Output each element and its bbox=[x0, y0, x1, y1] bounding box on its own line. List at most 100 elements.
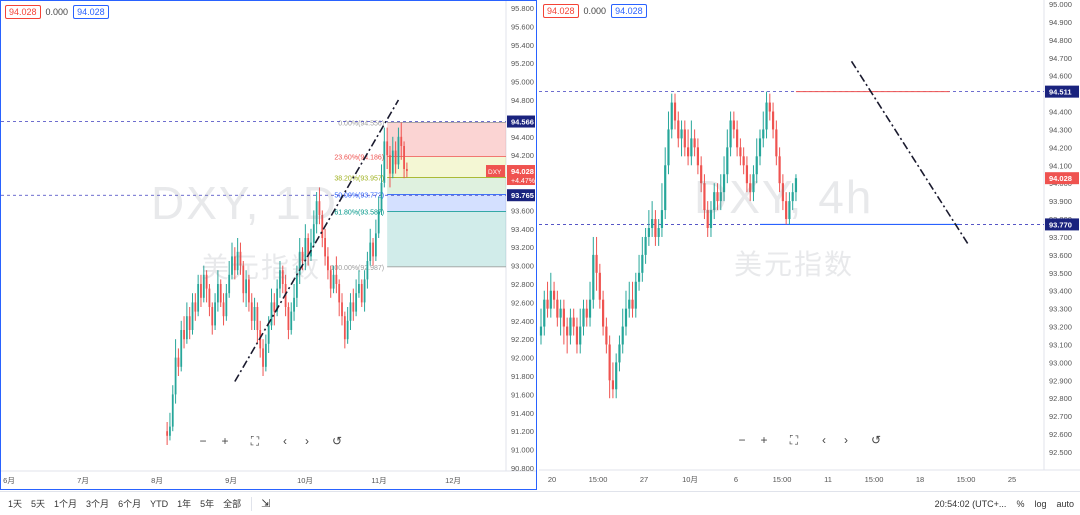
candle-body bbox=[559, 308, 562, 318]
candle-body bbox=[279, 270, 281, 289]
range-5d-button[interactable]: 5天 bbox=[31, 499, 46, 509]
candle-body bbox=[785, 201, 788, 220]
price-axis-label: 94.800 bbox=[1049, 36, 1072, 45]
candle-body bbox=[722, 174, 726, 193]
zoom-out-button[interactable]: − bbox=[734, 432, 750, 448]
left-chart-panel[interactable]: 94.028 0.000 94.028 DXY, 1D 美元指数 95.8009… bbox=[0, 0, 537, 490]
fit-screen-button[interactable]: ⛶ bbox=[247, 433, 263, 449]
candle-body bbox=[605, 326, 608, 345]
candle-body bbox=[298, 251, 301, 275]
reset-chart-button[interactable]: ↺ bbox=[868, 432, 884, 448]
price-axis-label: 91.400 bbox=[511, 409, 534, 418]
candle-body bbox=[188, 316, 191, 330]
candle-body bbox=[403, 146, 405, 169]
candle-body bbox=[233, 256, 236, 271]
zoom-in-button[interactable]: + bbox=[756, 432, 772, 448]
candle-body bbox=[307, 238, 310, 257]
right-legend: 94.028 0.000 94.028 bbox=[543, 4, 647, 18]
candle-body bbox=[693, 138, 696, 148]
time-axis-label: 12月 bbox=[445, 476, 461, 485]
scroll-left-button[interactable]: ‹ bbox=[816, 432, 832, 448]
candle-body bbox=[686, 147, 690, 157]
candle-body bbox=[304, 238, 307, 261]
price-axis-label: 92.600 bbox=[1049, 430, 1072, 439]
time-axis-label: 6 bbox=[734, 475, 738, 484]
candle-body bbox=[654, 219, 657, 237]
fib-level-label: 50.00%(93.772) bbox=[334, 193, 384, 200]
fib-level-label: 38.20%(93.957) bbox=[334, 176, 384, 183]
price-axis-label: 93.200 bbox=[1049, 323, 1072, 332]
left-chart-svg[interactable]: 95.80095.60095.40095.20095.00094.80094.6… bbox=[1, 1, 537, 490]
range-5y-button[interactable]: 5年 bbox=[200, 499, 215, 509]
time-axis-label: 15:00 bbox=[957, 475, 976, 484]
candle-body bbox=[775, 129, 778, 157]
candle-body bbox=[405, 169, 408, 172]
current-price-tag-bg bbox=[1045, 172, 1079, 185]
plot-area bbox=[539, 0, 1044, 470]
fib-zone bbox=[387, 122, 506, 157]
range-1d-button[interactable]: 1天 bbox=[8, 499, 23, 509]
range-all-button[interactable]: 全部 bbox=[223, 499, 242, 509]
price-axis-label: 93.600 bbox=[1049, 251, 1072, 260]
zoom-in-button[interactable]: + bbox=[217, 433, 233, 449]
candle-body bbox=[621, 326, 624, 345]
candle-body bbox=[358, 284, 360, 294]
fib-zone bbox=[387, 156, 506, 178]
time-axis-label: 9月 bbox=[225, 476, 237, 485]
candle-body bbox=[400, 136, 403, 146]
fib-level-label: 0.00%(94.556) bbox=[338, 120, 384, 127]
fit-screen-button[interactable]: ⛶ bbox=[786, 432, 802, 448]
candle-body bbox=[310, 242, 312, 257]
candle-body bbox=[386, 141, 389, 156]
right-chart-svg[interactable]: 95.00094.90094.80094.70094.60094.50094.4… bbox=[539, 0, 1080, 490]
time-axis-label: 8月 bbox=[151, 476, 163, 485]
reset-chart-button[interactable]: ↺ bbox=[329, 433, 345, 449]
candle-body bbox=[287, 307, 290, 330]
scroll-right-button[interactable]: › bbox=[838, 432, 854, 448]
upper-price-tag-bg bbox=[1045, 85, 1079, 98]
candle-body bbox=[222, 302, 225, 317]
candle-body bbox=[171, 394, 174, 427]
range-ytd-button[interactable]: YTD bbox=[150, 498, 169, 509]
candle-body bbox=[602, 299, 605, 327]
candle-body bbox=[736, 129, 739, 148]
candle-body bbox=[346, 320, 349, 340]
candle-body bbox=[752, 174, 755, 193]
lower-price-tag: 93.765 bbox=[511, 191, 534, 200]
candle-body bbox=[631, 299, 634, 309]
log-scale-toggle[interactable]: log bbox=[1034, 498, 1047, 509]
candle-body bbox=[236, 251, 239, 271]
price-axis-label: 91.200 bbox=[511, 427, 534, 436]
left-legend-open: 94.028 bbox=[5, 5, 41, 19]
range-1y-button[interactable]: 1年 bbox=[177, 499, 192, 509]
scroll-right-button[interactable]: › bbox=[299, 433, 315, 449]
candle-body bbox=[549, 290, 552, 309]
candle-body bbox=[595, 254, 598, 273]
candle-body bbox=[585, 308, 588, 318]
candle-body bbox=[169, 426, 171, 436]
range-3m-button[interactable]: 3个月 bbox=[86, 499, 110, 509]
right-legend-open: 94.028 bbox=[543, 4, 579, 18]
range-6m-button[interactable]: 6个月 bbox=[118, 499, 142, 509]
candle-body bbox=[239, 251, 242, 266]
candle-body bbox=[566, 326, 569, 336]
right-chart-panel[interactable]: 94.028 0.000 94.028 DXY, 4h 美元指数 95.0009… bbox=[539, 0, 1080, 490]
range-1m-button[interactable]: 1个月 bbox=[54, 499, 78, 509]
candle-body bbox=[778, 156, 781, 184]
time-axis-label: 15:00 bbox=[865, 475, 884, 484]
bottom-right-controls: 20:54:02 (UTC+... % log auto bbox=[935, 499, 1074, 509]
price-axis-label: 94.700 bbox=[1049, 54, 1072, 63]
right-legend-change: 0.000 bbox=[583, 6, 607, 16]
goto-date-icon[interactable]: ⇲ bbox=[261, 498, 271, 510]
candle-body bbox=[380, 182, 383, 211]
candle-body bbox=[177, 357, 180, 367]
scroll-left-button[interactable]: ‹ bbox=[277, 433, 293, 449]
auto-scale-toggle[interactable]: auto bbox=[1056, 498, 1074, 509]
clock-time[interactable]: 20:54:02 (UTC+... bbox=[934, 498, 1007, 509]
percent-scale-toggle[interactable]: % bbox=[1016, 498, 1025, 509]
zoom-out-button[interactable]: − bbox=[195, 433, 211, 449]
trend-line bbox=[850, 60, 970, 247]
candle-body bbox=[569, 317, 572, 336]
candle-body bbox=[341, 302, 343, 317]
